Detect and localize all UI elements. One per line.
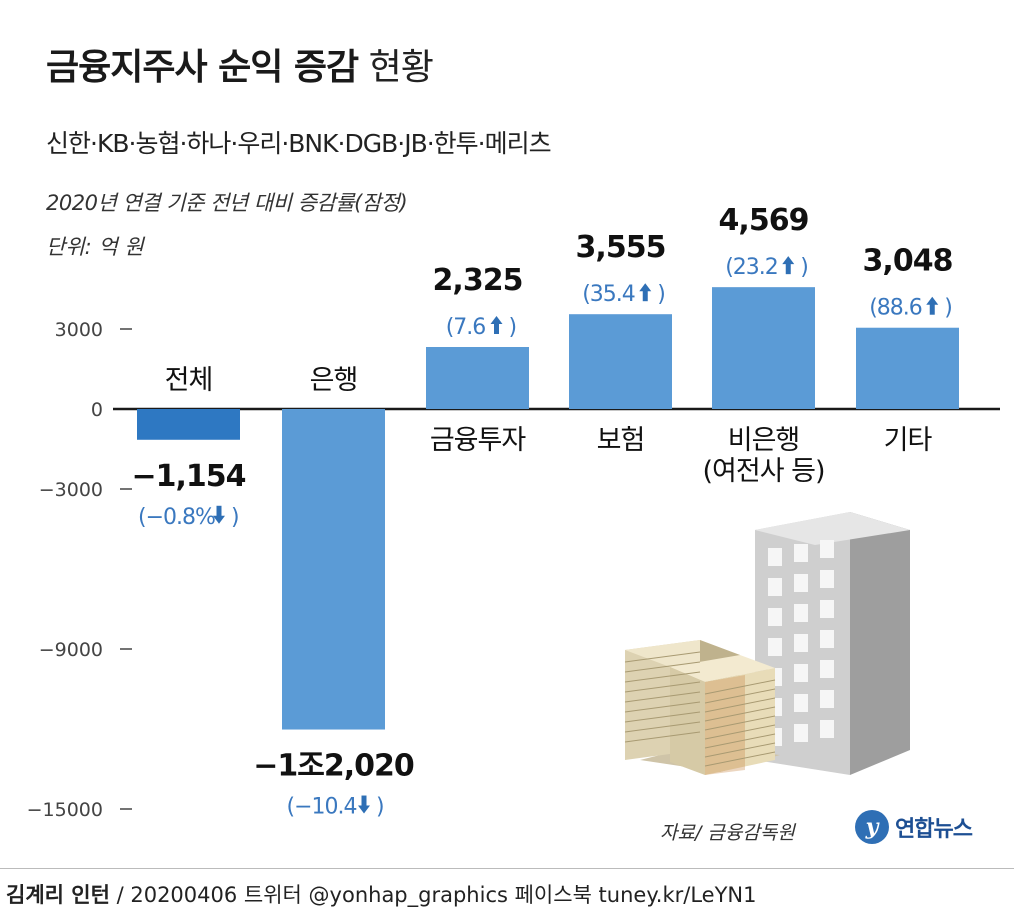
yonhap-logo-text: 연합뉴스 — [895, 817, 973, 842]
y-tick-label: 3000 — [55, 319, 103, 341]
category-label: 비은행 — [728, 425, 800, 456]
bar-chart: 3000 0 −3000 −9000 −15000 전체 −1,154 (−0.8%) 은행 −… — [27, 203, 1000, 821]
yonhap-logo-icon: y — [855, 810, 889, 844]
bar — [426, 347, 529, 409]
bar — [712, 287, 815, 409]
value-label: −1,154 — [131, 459, 245, 494]
chart-title-bold: 금융지주사 순익 증감 — [46, 47, 359, 88]
pct-change-label: (7.6 — [446, 315, 486, 340]
pct-change-label: (−10.4 — [286, 795, 356, 820]
bar — [282, 409, 385, 730]
category-label: 은행 — [310, 365, 358, 396]
illustration — [624, 512, 910, 775]
chart-title: 금융지주사 순익 증감 현황 — [46, 38, 434, 90]
value-label: −1조2,020 — [253, 749, 414, 784]
pct-close-paren: ) — [800, 255, 808, 280]
pct-close-paren: ) — [231, 505, 239, 530]
up-arrow-icon — [490, 316, 503, 334]
category-label: (여전사 등) — [702, 456, 824, 487]
y-tick-label: −3000 — [39, 479, 103, 501]
up-arrow-icon — [639, 283, 652, 302]
category-label: 기타 — [884, 425, 933, 456]
bar — [856, 327, 959, 409]
pct-close-paren: ) — [376, 795, 384, 820]
pct-close-paren: ) — [944, 296, 952, 321]
chart-subtitle: 신한·KB·농협·하나·우리·BNK·DGB·JB·한투·메리츠 — [46, 129, 552, 158]
yonhap-logo: y 연합뉴스 — [855, 810, 973, 844]
down-arrow-icon — [213, 505, 225, 524]
pct-change-label: (−0.8% — [138, 505, 215, 530]
author-name: 김계리 인턴 — [6, 883, 110, 907]
chart-title-light: 현황 — [368, 47, 434, 88]
value-label: 3,048 — [863, 244, 953, 279]
credit-footer: 김계리 인턴 / 20200406 트위터 @yonhap_graphics 페… — [0, 868, 1014, 918]
bar — [569, 314, 672, 409]
value-label: 4,569 — [719, 203, 809, 238]
category-label: 전체 — [165, 365, 213, 396]
category-label: 보험 — [597, 425, 645, 456]
pct-close-paren: ) — [509, 315, 517, 340]
y-tick-label: 0 — [91, 399, 103, 421]
unit-note: 단위: 억 원 — [46, 235, 144, 259]
y-tick-label: −9000 — [39, 639, 103, 661]
pct-change-label: (23.2 — [725, 255, 778, 280]
credit-line: 김계리 인턴 / 20200406 트위터 @yonhap_graphics 페… — [6, 879, 756, 909]
office-building-icon — [755, 512, 910, 775]
value-label: 3,555 — [576, 230, 666, 265]
up-arrow-icon — [782, 256, 795, 275]
category-label: 금융투자 — [430, 425, 527, 456]
value-label: 2,325 — [433, 263, 523, 298]
pct-change-label: (35.4 — [582, 282, 635, 307]
down-arrow-icon — [358, 795, 370, 814]
credit-details: / 20200406 트위터 @yonhap_graphics 페이스북 tun… — [109, 883, 757, 907]
basis-note: 2020년 연결 기준 전년 대비 증감률(잠정) — [46, 191, 408, 215]
bar — [137, 409, 240, 440]
y-tick-label: −15000 — [27, 799, 103, 821]
up-arrow-icon — [926, 296, 939, 315]
pct-close-paren: ) — [657, 282, 665, 307]
cash-stack-icon — [624, 640, 780, 775]
pct-change-label: (88.6 — [869, 296, 922, 321]
source-note: 자료/ 금융감독원 — [660, 822, 795, 844]
